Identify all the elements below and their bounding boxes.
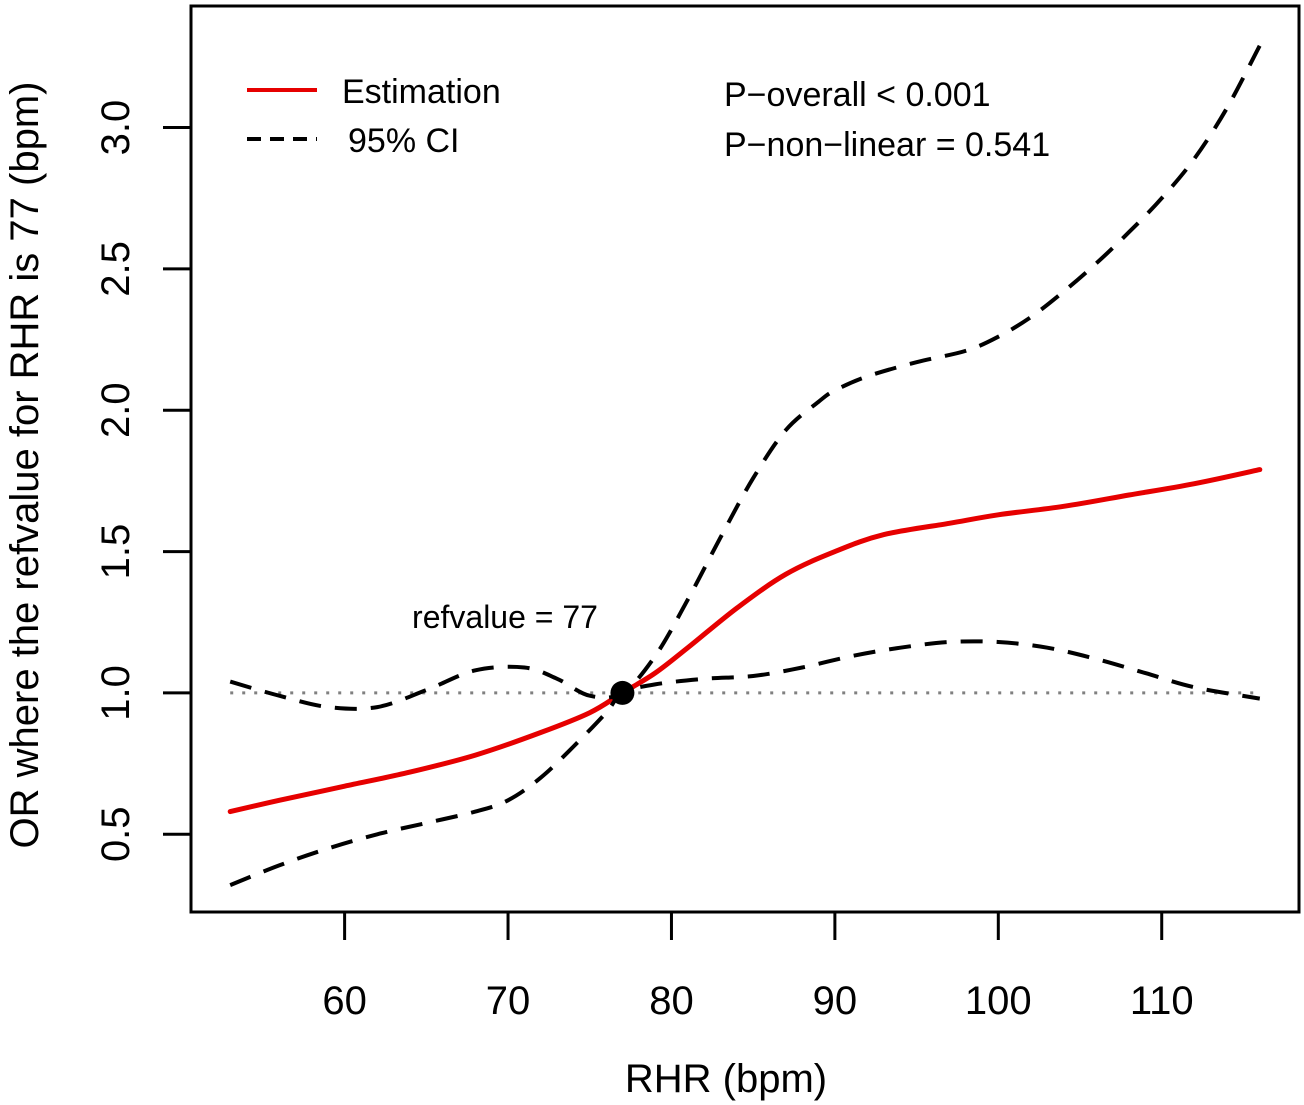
x-axis-title: RHR (bpm) — [625, 1057, 827, 1101]
x-tick-label: 110 — [1130, 979, 1194, 1023]
reference-point — [610, 680, 635, 705]
legend-label-ci: 95% CI — [348, 122, 460, 160]
y-tick-label: 2.5 — [94, 241, 138, 297]
y-tick-label: 2.0 — [94, 382, 138, 438]
x-tick-label: 100 — [965, 979, 1032, 1023]
x-tick-label: 90 — [813, 979, 858, 1023]
ci-lower-line — [229, 639, 1261, 887]
y-tick-label: 3.0 — [94, 100, 138, 156]
y-tick-label: 1.5 — [94, 524, 138, 580]
y-tick-label: 0.5 — [94, 806, 138, 862]
estimation-line — [227, 467, 1263, 815]
x-axis: 60 70 80 90 100 110 — [322, 912, 1194, 1023]
reference-point-label: refvalue = 77 — [412, 599, 598, 635]
legend: Estimation 95% CI — [247, 73, 501, 160]
y-tick-label: 1.0 — [94, 665, 138, 721]
legend-label-estimation: Estimation — [342, 73, 501, 111]
p-nonlinear-annotation: P−non−linear = 0.541 — [724, 126, 1050, 164]
x-tick-label: 80 — [649, 979, 694, 1023]
p-overall-annotation: P−overall < 0.001 — [724, 76, 991, 114]
y-axis-title: OR where the refvalue for RHR is 77 (bpm… — [3, 82, 47, 849]
x-tick-label: 60 — [322, 979, 367, 1023]
plot-frame — [189, 4, 1301, 914]
x-tick-label: 70 — [486, 979, 531, 1023]
ci-upper-line — [229, 44, 1262, 711]
y-axis: 0.5 1.0 1.5 2.0 2.5 3.0 — [94, 100, 191, 862]
